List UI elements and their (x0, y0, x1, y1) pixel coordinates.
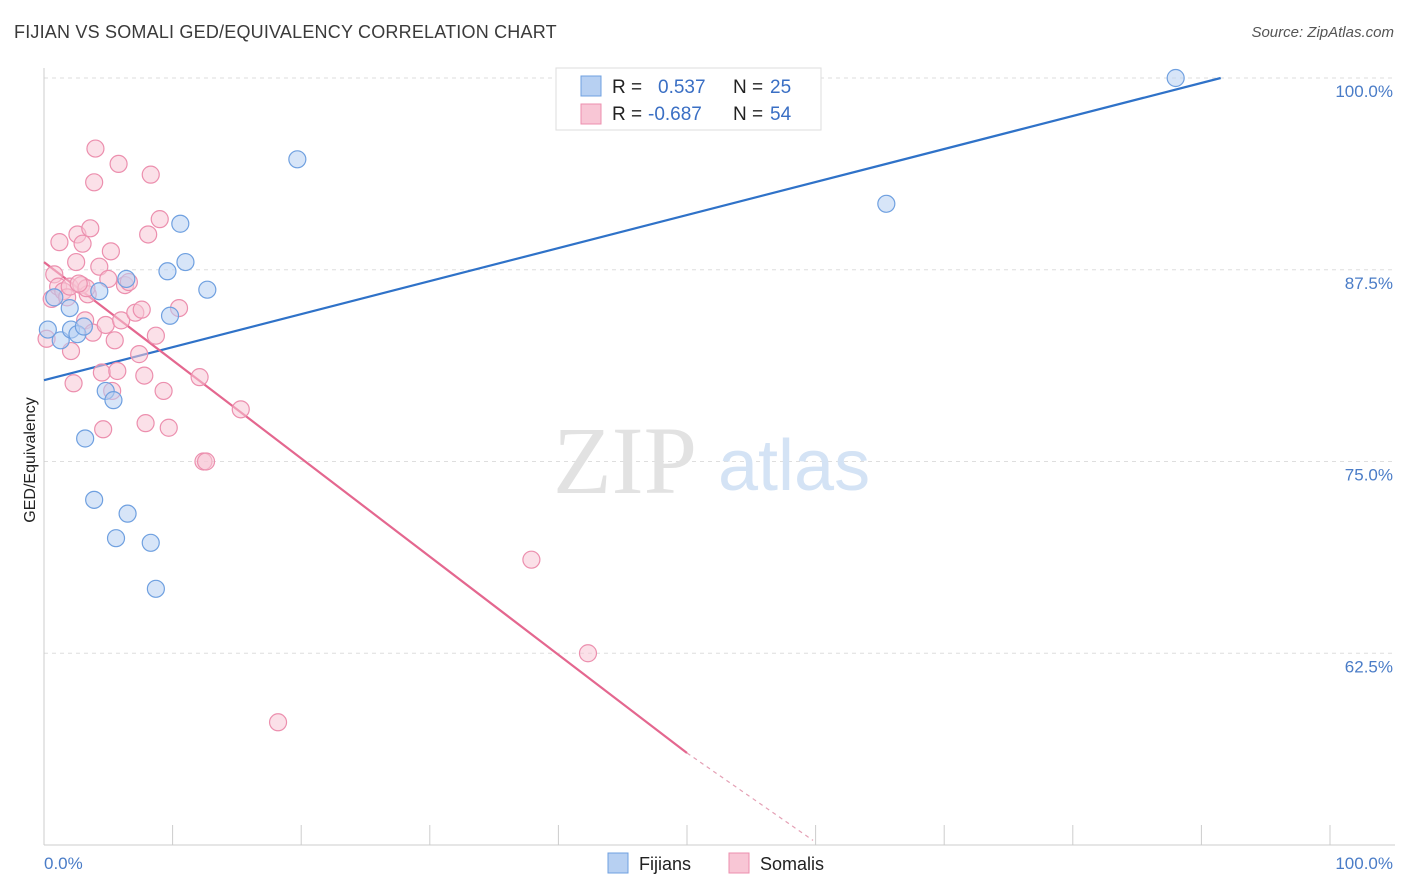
chart-title: FIJIAN VS SOMALI GED/EQUIVALENCY CORRELA… (14, 22, 557, 42)
watermark-zip: ZIP (553, 407, 697, 514)
y-tick-label-3: 100.0% (1335, 82, 1393, 101)
bottom-legend-label-somalis: Somalis (760, 854, 824, 874)
point-somalis-10 (67, 252, 86, 272)
point-somalis-39 (141, 165, 160, 184)
point-fijians-20 (176, 252, 195, 272)
bottom-legend-swatch-fijians (607, 852, 629, 874)
point-fijians-15 (141, 533, 160, 552)
point-somalis-47 (196, 452, 216, 471)
point-fijians-18 (160, 306, 180, 325)
trend-line-extension-somalis (686, 752, 814, 841)
legend-n-value-fijians: 25 (770, 77, 791, 98)
point-fijians-6 (74, 317, 93, 336)
y-axis-label: GED/Equivalency (22, 397, 39, 522)
legend-r-label-somalis: R = (612, 104, 642, 125)
point-somalis-18 (85, 173, 104, 192)
point-fijians-14 (117, 269, 136, 289)
point-somalis-37 (136, 414, 155, 433)
point-somalis-22 (94, 420, 113, 439)
x-tick-label-max: 100.0% (1335, 854, 1393, 873)
point-fijians-13 (118, 504, 137, 523)
point-somalis-51 (578, 644, 598, 663)
point-somalis-48 (231, 400, 250, 419)
point-somalis-9 (64, 374, 83, 393)
point-somalis-38 (139, 225, 158, 244)
legend-n-value-somalis: 54 (770, 104, 792, 125)
legend-r-value-fijians: 0.537 (658, 77, 706, 98)
legend-swatch-fijians (580, 75, 602, 97)
source-credit: Source: ZipAtlas.com (1251, 24, 1394, 41)
point-somalis-53 (69, 274, 88, 293)
grid-lines (44, 77, 1395, 654)
point-somalis-5 (50, 233, 69, 252)
correlation-legend: R = 0.537 N = 25 R = -0.687 N = 54 (555, 67, 822, 131)
y-tick-label-0: 62.5% (1345, 657, 1393, 676)
point-fijians-8 (76, 429, 95, 448)
point-fijians-19 (171, 214, 190, 233)
watermark-atlas: atlas (718, 426, 870, 506)
point-fijians-16 (146, 579, 165, 598)
bottom-legend-swatch-somalis (728, 852, 750, 874)
point-somalis-30 (112, 311, 131, 330)
trend-lines (43, 76, 1221, 841)
legend-n-label-fijians: N = (733, 77, 763, 98)
series-legend: Fijians Somalis (607, 852, 824, 874)
point-somalis-13 (73, 234, 92, 253)
point-somalis-29 (109, 154, 128, 174)
legend-r-value-somalis: -0.687 (648, 104, 702, 125)
point-somalis-35 (132, 300, 151, 319)
point-fijians-22 (288, 150, 307, 169)
point-somalis-20 (90, 257, 109, 276)
point-somalis-16 (81, 219, 100, 238)
point-somalis-21 (92, 363, 111, 382)
point-somalis-49 (268, 713, 288, 732)
point-fijians-7 (90, 282, 109, 301)
point-somalis-43 (159, 418, 178, 437)
point-somalis-41 (150, 210, 169, 229)
point-somalis-27 (105, 331, 124, 350)
point-somalis-42 (154, 381, 173, 401)
trend-line-fijians (43, 76, 1221, 382)
point-somalis-24 (99, 269, 118, 289)
point-somalis-40 (146, 326, 165, 345)
point-fijians-1 (45, 288, 64, 307)
point-somalis-45 (190, 368, 209, 387)
y-tick-label-1: 75.0% (1345, 466, 1393, 485)
point-fijians-4 (60, 299, 79, 318)
point-fijians-9 (85, 490, 104, 509)
point-fijians-12 (106, 529, 126, 548)
legend-r-label-fijians: R = (612, 77, 642, 98)
point-fijians-0 (38, 320, 57, 339)
axes (43, 68, 1395, 846)
point-somalis-25 (101, 242, 120, 261)
trend-line-somalis (43, 261, 688, 754)
point-somalis-19 (86, 139, 105, 158)
point-fijians-11 (104, 391, 123, 410)
x-tick-label-min: 0.0% (44, 854, 83, 873)
bottom-legend-label-fijians: Fijians (639, 854, 691, 874)
point-somalis-28 (108, 361, 127, 381)
point-somalis-23 (96, 315, 115, 335)
legend-swatch-somalis (580, 103, 602, 125)
data-points (37, 68, 1185, 732)
point-fijians-24 (1166, 68, 1185, 88)
point-somalis-50 (522, 550, 541, 569)
point-fijians-21 (198, 280, 217, 299)
point-somalis-36 (135, 366, 154, 385)
point-fijians-17 (158, 262, 177, 281)
point-fijians-23 (877, 194, 896, 213)
y-tick-labels: 62.5% 75.0% 87.5% 100.0% (1335, 82, 1393, 676)
point-somalis-34 (130, 345, 149, 364)
legend-n-label-somalis: N = (733, 104, 763, 125)
y-tick-label-2: 87.5% (1345, 274, 1393, 293)
